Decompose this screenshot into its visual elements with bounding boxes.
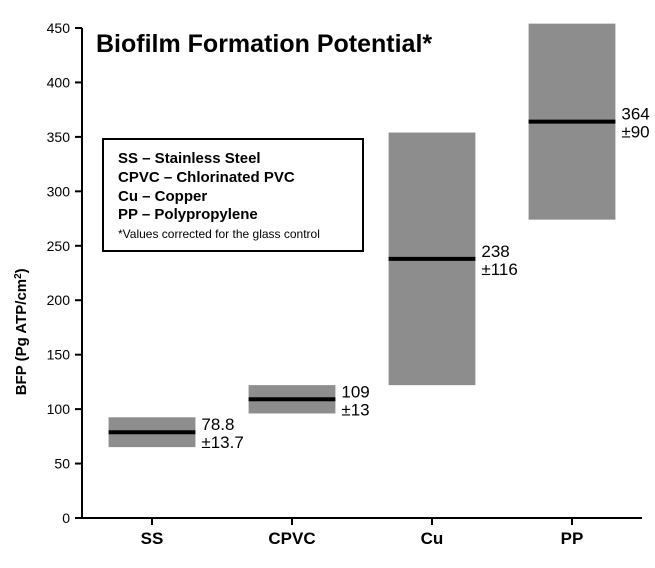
legend-box: SS – Stainless Steel CPVC – Chlorinated … (102, 138, 364, 252)
y-tick-label: 200 (47, 292, 71, 308)
bfp-chart: Biofilm Formation Potential* 0 50 100 150 200… (0, 0, 655, 568)
y-tick-label: 100 (47, 401, 71, 417)
y-tick-label: 150 (47, 347, 71, 363)
x-category-label: PP (561, 529, 584, 548)
value-label-mean: 238 (481, 242, 509, 261)
y-axis-label: BFP (Pg ATP/cm2) (13, 268, 30, 395)
value-label-err: ±116 (481, 260, 517, 279)
legend-line-pp: PP – Polypropylene (118, 206, 348, 225)
y-tick-label: 400 (47, 74, 71, 90)
legend-footnote: *Values corrected for the glass control (118, 227, 348, 242)
y-tick-label: 50 (54, 456, 70, 472)
x-category-label: Cu (421, 529, 444, 548)
legend-line-ss: SS – Stainless Steel (118, 150, 348, 169)
legend-line-cu: Cu – Copper (118, 188, 348, 207)
legend-line-cpvc: CPVC – Chlorinated PVC (118, 169, 348, 188)
y-tick-label: 250 (47, 238, 71, 254)
value-label-mean: 364 (621, 105, 649, 124)
y-tick-label: 0 (62, 510, 70, 526)
value-label-err: ±13.7 (201, 433, 243, 452)
value-label-err: ±90 (621, 123, 649, 142)
y-tick-label: 300 (47, 183, 71, 199)
value-label-err: ±13 (341, 400, 369, 419)
chart-container: Biofilm Formation Potential* 0 50 100 150 200… (0, 0, 655, 568)
chart-title: Biofilm Formation Potential* (96, 30, 432, 58)
y-tick-label: 450 (47, 20, 71, 36)
x-category-label: SS (141, 529, 164, 548)
x-category-label: CPVC (268, 529, 315, 548)
value-label-mean: 109 (341, 382, 369, 401)
value-label-mean: 78.8 (201, 415, 234, 434)
y-tick-label: 350 (47, 129, 71, 145)
